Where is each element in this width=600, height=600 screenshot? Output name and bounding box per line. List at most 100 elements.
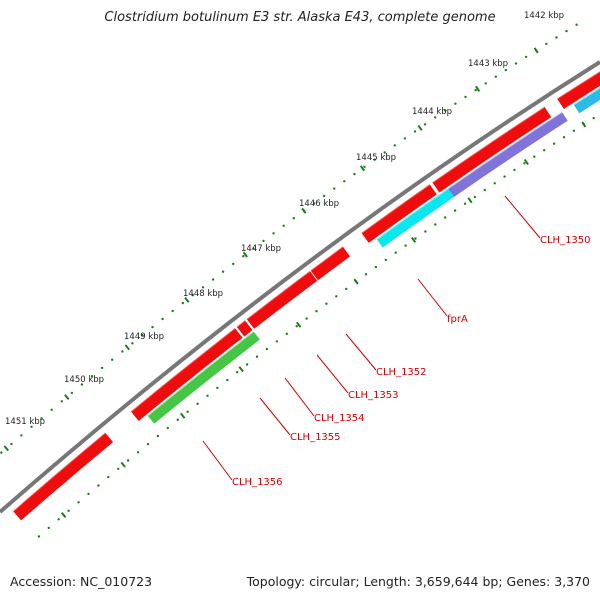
guide-dot — [322, 194, 326, 198]
cds-block-highlight — [556, 70, 600, 100]
gene-label-fpra: fprA — [447, 314, 468, 325]
guide-dot — [201, 286, 205, 289]
guide-dot — [533, 155, 536, 158]
kbp-tick-mark — [359, 165, 366, 172]
guide-dot — [90, 375, 94, 378]
guide-dot — [543, 149, 546, 152]
guide-dot — [535, 49, 538, 52]
cds-block-clh-1352-highlight — [310, 246, 344, 271]
guide-dot — [555, 36, 558, 39]
guide-dot — [572, 129, 576, 132]
guide-dot — [272, 232, 275, 235]
guide-dot — [196, 402, 199, 405]
guide-dot — [57, 518, 60, 521]
guide-dot — [236, 371, 239, 374]
guide-dot — [206, 394, 209, 397]
guide-dot — [523, 162, 526, 165]
genome-backbone — [0, 60, 600, 514]
kbp-tick-mark — [475, 85, 481, 92]
cds-block-clh-1352 — [310, 246, 351, 281]
feature-layer — [12, 70, 600, 521]
guide-dot — [413, 130, 417, 133]
guide-dot — [262, 239, 265, 243]
guide-dot — [354, 280, 358, 283]
guide-dot — [216, 386, 219, 390]
gene-label-clh-1353: CLH_1353 — [348, 390, 399, 401]
cds-block — [556, 71, 600, 110]
accession-text: Accession: NC_010723 — [10, 574, 153, 589]
guide-dot — [232, 262, 235, 266]
guide-dot — [424, 230, 427, 233]
leader-lines — [202, 195, 541, 481]
guide-dot — [434, 223, 437, 226]
guide-dot — [226, 378, 229, 382]
guide-dot — [117, 467, 120, 470]
guide-dot — [252, 247, 255, 250]
kbp-label: 1447 kbp — [241, 244, 281, 254]
gene-leader-line — [259, 397, 291, 436]
kbp-label: 1442 kbp — [524, 11, 564, 21]
guide-dot — [343, 180, 346, 183]
dotted-guide-rows — [0, 23, 595, 538]
cds-block-fpra-highlight — [361, 183, 431, 234]
guide-dot — [40, 417, 43, 420]
gene-label-clh-1350: CLH_1350 — [540, 235, 591, 246]
feature-block-green-highlight — [147, 331, 254, 417]
guide-dot — [77, 501, 80, 504]
guide-dot — [47, 526, 50, 530]
guide-dot — [70, 391, 74, 395]
kbp-label: 1449 kbp — [124, 332, 164, 342]
cds-block-clh-1356-highlight — [130, 327, 236, 412]
cds-block-clh-1354 — [246, 289, 293, 329]
kbp-tick-mark — [60, 512, 67, 518]
guide-dot — [582, 123, 585, 126]
guide-dot — [552, 142, 556, 145]
guide-dot — [335, 295, 338, 298]
guide-dot — [494, 75, 497, 78]
guide-dot — [325, 302, 328, 305]
guide-dot — [333, 187, 336, 190]
guide-dot — [265, 347, 269, 351]
cds-block-highlight — [12, 432, 106, 512]
label-layer: 1442 kbp 1443 kbp 1444 kbp 1445 kbp 1446… — [5, 11, 591, 488]
guide-dot — [504, 68, 508, 72]
guide-dot — [423, 123, 427, 126]
gene-leader-line — [345, 333, 377, 371]
kbp-label: 1451 kbp — [5, 417, 45, 427]
guide-dot — [444, 109, 447, 112]
guide-dot — [383, 151, 386, 154]
feature-block-blue-highlight — [573, 87, 600, 106]
guide-dot — [503, 175, 506, 178]
guide-dot — [111, 358, 114, 361]
guide-dot — [60, 400, 63, 403]
gene-leader-line — [417, 278, 448, 317]
guide-dot — [373, 158, 376, 161]
kbp-tick-mark — [124, 344, 130, 351]
gene-label-clh-1354: CLH_1354 — [314, 413, 365, 424]
guide-dot — [37, 535, 41, 538]
feature-block-purple-highlight — [448, 111, 563, 190]
guide-dot — [414, 237, 417, 240]
kbp-tick-mark — [296, 321, 302, 328]
guide-dot — [483, 188, 486, 192]
guide-dot — [444, 216, 447, 219]
guide-dot — [562, 136, 566, 139]
guide-dot — [181, 301, 184, 305]
guide-dot — [374, 265, 378, 269]
topology-summary: Topology: circular; Length: 3,659,644 bp… — [246, 574, 590, 589]
kbp-tick-mark — [180, 412, 186, 419]
kbp-label: 1446 kbp — [299, 199, 339, 209]
kbp-tick-mark — [417, 124, 423, 131]
guide-dot — [146, 442, 150, 446]
feature-block-purple — [448, 111, 568, 197]
guide-dot — [151, 325, 154, 329]
kbp-tick-mark — [120, 461, 126, 468]
guide-dot — [575, 23, 578, 26]
guide-dot — [454, 102, 457, 105]
guide-dot — [80, 383, 84, 386]
guide-dot — [592, 116, 595, 120]
gene-label-clh-1352: CLH_1352 — [376, 367, 427, 378]
guide-dot — [97, 484, 100, 487]
